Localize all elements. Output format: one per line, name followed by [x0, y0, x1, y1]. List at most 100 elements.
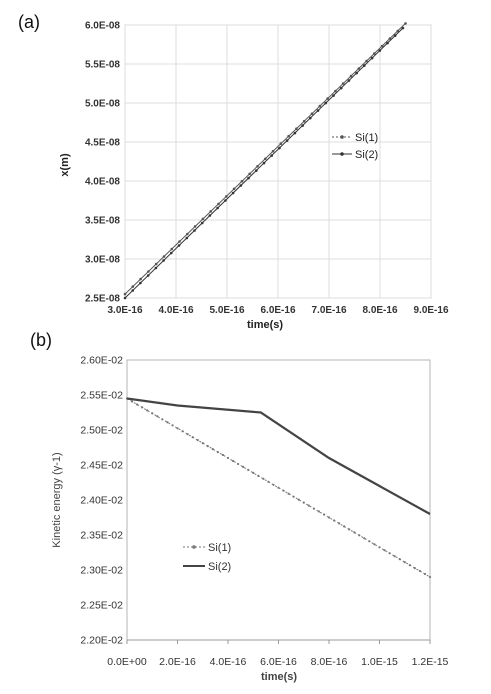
y-tick-label-a: 6.0E-08 [85, 21, 120, 32]
y-tick-label-b: 2.40E-02 [80, 495, 123, 507]
point-si1-a [287, 134, 290, 138]
point-si1-b [403, 561, 406, 564]
point-si2-a [123, 296, 127, 300]
point-si1-b [272, 483, 275, 486]
point-si1-a [193, 225, 197, 228]
point-si2-a [332, 94, 335, 97]
y-tick-label-a: 5.0E-08 [85, 99, 120, 110]
point-si1-a [131, 285, 135, 288]
point-si2-a [185, 236, 189, 240]
y-tick-label-a: 5.5E-08 [85, 60, 120, 71]
y-axis-label-a: x(m) [59, 153, 71, 177]
point-si1-b [297, 498, 300, 501]
x-axis-label-a: time(s) [247, 319, 283, 331]
y-tick-label-b: 2.50E-02 [80, 425, 123, 437]
point-si2-a [309, 116, 312, 120]
point-si1-b [317, 510, 320, 513]
point-si2-a [293, 131, 297, 135]
point-si1-b [267, 480, 270, 483]
series-lines-a [123, 22, 407, 300]
point-si1-b [262, 477, 265, 480]
point-si1-a [396, 29, 400, 33]
point-si1-b [393, 555, 396, 558]
point-si1-a [217, 202, 220, 206]
point-si1-a [365, 59, 368, 63]
point-si1-a [256, 165, 259, 168]
point-si1-b [348, 528, 351, 531]
point-si1-b [388, 552, 391, 555]
point-si1-b [171, 424, 174, 427]
point-si1-b [322, 513, 326, 516]
point-si1-b [413, 567, 416, 570]
point-si1-b [232, 459, 235, 463]
y-tick-label-b: 2.20E-02 [80, 635, 123, 647]
point-si1-b [312, 507, 315, 510]
point-si1-b [423, 572, 427, 576]
point-si1-a [209, 210, 212, 213]
y-tick-label-a: 3.5E-08 [85, 216, 120, 227]
point-si1-b [237, 462, 240, 466]
y-tick-label-b: 2.45E-02 [80, 460, 123, 472]
series-lines-b [125, 397, 432, 579]
tick-labels-b: 0.0E+00 2.0E-16 4.0E-16 6.0E-16 8.0E-16 1.0E-… [80, 355, 448, 669]
x-tick-label-a: 8.0E-16 [362, 305, 397, 316]
point-si2-a [262, 161, 266, 165]
point-si1-b [358, 534, 361, 537]
y-tick-label-b: 2.60E-02 [80, 355, 123, 367]
point-si1-a [154, 262, 158, 266]
point-si1-b [252, 471, 255, 474]
point-si1-a [326, 97, 329, 100]
point-si1-a [404, 22, 407, 25]
point-si1-a [178, 240, 181, 243]
point-si1-b [257, 474, 260, 477]
point-si1-b [166, 421, 169, 424]
x-tick-label-b: 6.0E-16 [260, 656, 297, 668]
point-si1-a [139, 277, 142, 281]
point-si1-a [295, 127, 298, 130]
point-si1-b [156, 415, 159, 418]
point-si2-a [131, 289, 134, 292]
point-si1-a [248, 172, 251, 176]
point-si2-a [355, 71, 358, 75]
point-si1-a [357, 67, 361, 70]
x-tick-label-b: 8.0E-16 [311, 656, 348, 668]
y-axis-label-b: Kinetic energy (γ-1) [51, 452, 63, 547]
x-axis-label-b: time(s) [261, 671, 297, 683]
panel-b: (b) 0.0E+00 2.0E-16 4.0E-16 6.0E-16 8.0E-16 1… [30, 330, 449, 683]
point-si1-b [292, 495, 295, 498]
panel-a: (a) 3.0E-16 4.0E-16 5.0E-16 6.0E-16 7.0E-16 8… [18, 12, 449, 331]
point-si2-a [139, 281, 142, 285]
point-si1-a [349, 74, 353, 78]
point-si1-b [343, 525, 346, 528]
point-si1-a [380, 44, 384, 48]
point-si2-a [193, 229, 196, 232]
y-tick-label-a: 4.5E-08 [85, 138, 120, 149]
point-si2-a [347, 79, 351, 82]
x-tick-label-b: 1.2E-15 [412, 656, 449, 668]
point-si1-a [170, 247, 174, 251]
point-si2-a [270, 154, 274, 157]
point-si1-b [428, 575, 432, 579]
x-tick-label-a: 6.0E-16 [260, 305, 295, 316]
y-tick-label-b: 2.30E-02 [80, 565, 123, 577]
point-si1-b [277, 486, 280, 489]
point-si1-b [242, 465, 245, 468]
point-si1-b [206, 445, 209, 448]
point-si1-a [232, 187, 236, 191]
x-tick-label-b: 2.0E-16 [159, 656, 196, 668]
panel-label-b: (b) [30, 330, 52, 350]
point-si2-a [154, 266, 158, 270]
point-si1-b [398, 558, 401, 561]
point-si1-a [271, 150, 275, 153]
point-si1-b [221, 453, 224, 457]
point-si2-a [208, 214, 212, 217]
point-si1-b [146, 409, 149, 412]
point-si2-a [239, 184, 243, 187]
legend-b: Si(1) Si(2) [183, 542, 231, 573]
point-si1-a [388, 37, 392, 40]
legend-label-si2-a: Si(2) [355, 149, 378, 161]
x-tick-label-a: 4.0E-16 [158, 305, 193, 316]
legend-label-si2-b: Si(2) [208, 561, 231, 573]
point-si1-b [287, 492, 290, 495]
x-tick-label-a: 7.0E-16 [311, 305, 346, 316]
